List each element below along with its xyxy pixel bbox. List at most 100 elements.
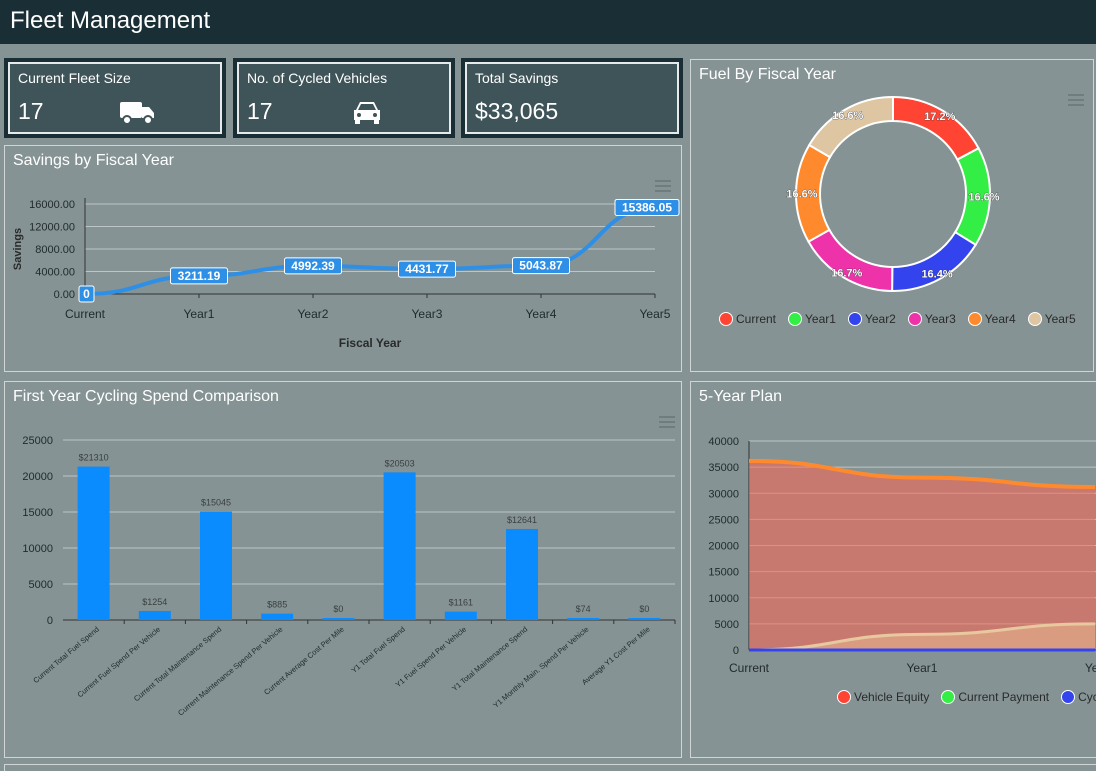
data-label-text: 4992.39 bbox=[291, 259, 335, 273]
x-tick-label: Current Total Fuel Spend bbox=[31, 625, 101, 685]
legend-swatch bbox=[941, 690, 956, 704]
donut-slice bbox=[807, 95, 894, 159]
bar bbox=[567, 618, 600, 620]
data-label-box bbox=[78, 285, 95, 303]
data-label: 0 bbox=[78, 285, 95, 303]
bar-value-label: $1161 bbox=[449, 598, 473, 608]
x-tick-label: Year1 bbox=[907, 661, 938, 675]
app-header: Fleet Management bbox=[0, 0, 1096, 44]
x-tick-label: Y1 Monthly Main. Spend Per Vehicle bbox=[491, 625, 590, 710]
menu-icon[interactable] bbox=[655, 180, 671, 192]
bar bbox=[506, 528, 538, 620]
data-label-text: 0 bbox=[83, 287, 90, 301]
y-tick-label: 16000.00 bbox=[29, 199, 75, 211]
legend-item[interactable]: Year3 bbox=[907, 312, 956, 326]
y-tick-label: 0 bbox=[733, 645, 739, 657]
legend-label: Year5 bbox=[1044, 312, 1076, 326]
app-title: Fleet Management bbox=[10, 7, 211, 34]
legend-item[interactable]: Year4 bbox=[967, 312, 1016, 326]
legend-item[interactable]: Year1 bbox=[788, 312, 836, 326]
bar-value-label: $885 bbox=[267, 600, 287, 610]
legend-item[interactable]: Current bbox=[719, 312, 776, 326]
data-label-text: 4431.77 bbox=[405, 262, 449, 276]
legend-swatch bbox=[847, 312, 862, 326]
kpi-cycled-vehicles: No. of Cycled Vehicles 17 bbox=[233, 58, 455, 138]
fuel-chart: 17.2% 16.6% 16.4% 16.7% 16.6% 16.6% bbox=[786, 95, 1000, 293]
y-tick-label: 35000 bbox=[708, 462, 739, 474]
legend-swatch bbox=[967, 312, 982, 326]
x-tick-label: Year5 bbox=[640, 307, 671, 321]
legend-swatch bbox=[719, 312, 733, 326]
menu-icon[interactable] bbox=[1068, 94, 1084, 106]
legend-label: Year4 bbox=[984, 312, 1016, 326]
area-line bbox=[748, 622, 1096, 652]
y-tick-label: 15000 bbox=[22, 507, 53, 519]
y-tick-label: 0.00 bbox=[54, 289, 75, 301]
y-tick-label: 10000 bbox=[22, 543, 53, 555]
y-tick-label: 25000 bbox=[22, 435, 53, 447]
car-icon bbox=[354, 102, 380, 124]
legend-item[interactable]: Year2 bbox=[847, 312, 896, 326]
data-label-text: 5043.87 bbox=[519, 259, 563, 273]
x-tick-label: Year4 bbox=[526, 307, 557, 321]
legend-label: Current Payment bbox=[958, 690, 1050, 704]
data-label-box bbox=[170, 267, 228, 285]
y-tick-label: 8000.00 bbox=[35, 244, 75, 256]
data-label: 4431.77 bbox=[398, 260, 456, 278]
data-label: 5043.87 bbox=[512, 257, 570, 275]
y-axis-label: Savings bbox=[12, 228, 24, 270]
legend-item[interactable]: Vehicle Equity bbox=[837, 690, 929, 704]
data-label: 15386.05 bbox=[614, 198, 680, 216]
y-tick-label: 4000.00 bbox=[35, 267, 75, 279]
data-label: 4992.39 bbox=[284, 257, 342, 275]
legend-swatch bbox=[837, 690, 851, 704]
slice-label: 16.4% bbox=[921, 269, 952, 281]
x-tick-label: Year1 bbox=[184, 307, 215, 321]
x-tick-label: Y1 Total Fuel Spend bbox=[349, 625, 406, 675]
fuel-legend: Current Year1 Year2 Year3 Year4 Year5 bbox=[719, 312, 1076, 326]
plan-chart: 0 5000 10000 15000 20000 25000 30000 35000 40000… bbox=[708, 436, 1096, 675]
legend-label: Current bbox=[736, 312, 777, 326]
area-line bbox=[748, 458, 1096, 489]
spend-panel: First Year Cycling Spend Comparison 0 500… bbox=[4, 381, 682, 758]
bar bbox=[322, 618, 355, 620]
legend-swatch bbox=[1027, 312, 1042, 326]
legend-label: Vehicle Equity bbox=[854, 690, 930, 704]
y-tick-label: 25000 bbox=[708, 514, 739, 526]
bar-value-label: $12641 bbox=[507, 515, 537, 525]
legend-item[interactable]: Year5 bbox=[1027, 312, 1076, 326]
y-tick-label: 12000.00 bbox=[29, 222, 75, 234]
kpi-label: No. of Cycled Vehicles bbox=[247, 70, 388, 86]
bar-value-label: $1254 bbox=[142, 597, 167, 607]
x-tick-label: Year3 bbox=[412, 307, 443, 321]
legend-label: Cycl bbox=[1078, 690, 1096, 704]
kpi-value: $33,065 bbox=[475, 98, 559, 124]
data-label-box bbox=[614, 198, 680, 216]
legend-item[interactable]: Current Payment bbox=[941, 690, 1049, 704]
panel-title: Fuel By Fiscal Year bbox=[699, 66, 836, 83]
legend-label: Year3 bbox=[924, 312, 956, 326]
y-tick-label: 15000 bbox=[708, 567, 739, 579]
data-label: 3211.19 bbox=[170, 267, 228, 285]
legend-label: Year1 bbox=[805, 312, 836, 326]
menu-icon[interactable] bbox=[659, 416, 675, 428]
area-fill bbox=[749, 460, 1095, 650]
legend-item[interactable]: Cycl bbox=[1061, 690, 1096, 704]
x-tick-label: Year2 bbox=[298, 307, 329, 321]
legend-label: Year2 bbox=[864, 312, 896, 326]
x-tick-label: Current bbox=[65, 307, 106, 321]
savings-panel: Savings by Fiscal Year 0.00 4000.00 8000.0… bbox=[4, 145, 682, 372]
kpi-fleet-size: Current Fleet Size 17 bbox=[4, 58, 226, 138]
bar bbox=[77, 466, 110, 620]
donut-slice bbox=[807, 228, 894, 293]
panel-title: First Year Cycling Spend Comparison bbox=[13, 388, 279, 405]
slice-label: 17.2% bbox=[924, 111, 955, 123]
data-label-box bbox=[284, 257, 342, 275]
bar-value-label: $0 bbox=[639, 604, 649, 614]
kpi-label: Current Fleet Size bbox=[18, 70, 131, 86]
bar bbox=[138, 610, 171, 620]
bar bbox=[200, 511, 232, 620]
x-tick-label: Average Y1 Cost Per Mile bbox=[580, 625, 652, 687]
legend-swatch bbox=[788, 312, 803, 326]
plan-legend: Vehicle Equity Current Payment Cycl bbox=[837, 690, 1096, 704]
